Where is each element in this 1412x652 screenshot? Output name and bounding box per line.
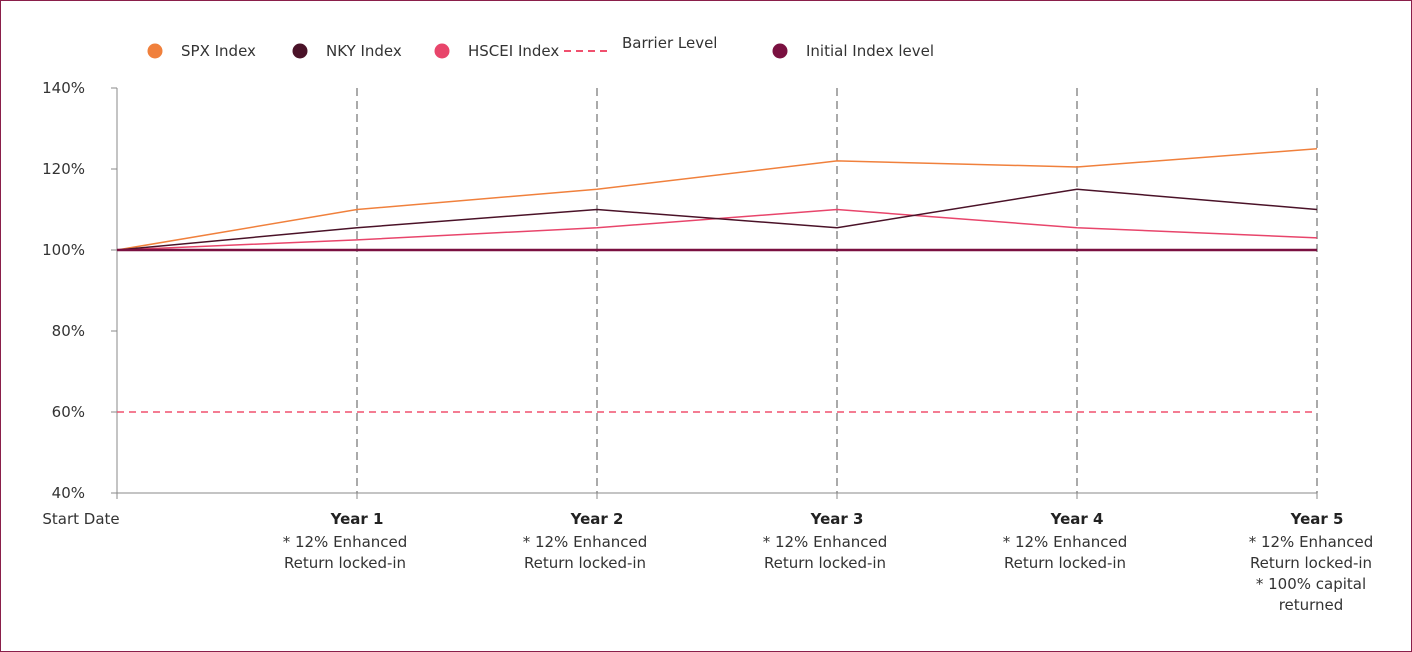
y-tick-label: 80% bbox=[52, 322, 85, 340]
x-tick-label: Year 5 bbox=[1290, 510, 1344, 528]
y-tick-label: 140% bbox=[42, 79, 85, 97]
legend: SPX Index NKY Index HSCEI Index Barrier Lev… bbox=[147, 34, 934, 60]
x-tick-label: Year 1 bbox=[330, 510, 384, 528]
legend-marker-initial-index-level bbox=[772, 43, 788, 59]
x-tick-note: returned bbox=[1279, 596, 1344, 614]
y-tick-label: 100% bbox=[42, 241, 85, 259]
legend-label-hscei-index: HSCEI Index bbox=[468, 42, 559, 60]
y-tick-label: 40% bbox=[52, 484, 85, 502]
legend-marker-nky-index bbox=[292, 43, 308, 59]
x-tick-note: * 100% capital bbox=[1256, 575, 1366, 593]
legend-label-barrier-level: Barrier Level bbox=[622, 34, 717, 52]
series-line-hscei-index bbox=[116, 208, 1318, 251]
legend-label-spx-index: SPX Index bbox=[181, 42, 256, 60]
legend-marker-hscei-index bbox=[434, 43, 450, 59]
x-tick-note: Return locked-in bbox=[524, 554, 646, 572]
legend-marker-spx-index bbox=[147, 43, 163, 59]
x-tick-note: * 12% Enhanced bbox=[523, 533, 648, 551]
x-tick-note: Return locked-in bbox=[1004, 554, 1126, 572]
x-tick-note: Return locked-in bbox=[284, 554, 406, 572]
x-tick-label: Year 2 bbox=[570, 510, 624, 528]
x-tick-note: * 12% Enhanced bbox=[763, 533, 888, 551]
x-tick-note: * 12% Enhanced bbox=[1003, 533, 1128, 551]
x-axis: Start Date Year 1 * 12% Enhanced Return loc… bbox=[42, 492, 1374, 614]
x-tick-note: * 12% Enhanced bbox=[1249, 533, 1374, 551]
x-tick-note: Return locked-in bbox=[764, 554, 886, 572]
legend-label-nky-index: NKY Index bbox=[326, 42, 402, 60]
y-tick-label: 60% bbox=[52, 403, 85, 421]
y-axis: 40% 60% 80% 100% 120% 140% bbox=[42, 79, 118, 502]
series-line-spx-index bbox=[116, 148, 1318, 251]
x-tick-label: Year 4 bbox=[1050, 510, 1104, 528]
x-tick-note: * 12% Enhanced bbox=[283, 533, 408, 551]
x-tick-label: Year 3 bbox=[810, 510, 864, 528]
vertical-gridlines bbox=[356, 88, 1318, 493]
series-layer bbox=[116, 148, 1318, 413]
x-tick-note: Return locked-in bbox=[1250, 554, 1372, 572]
series-line-nky-index bbox=[116, 188, 1318, 251]
y-tick-label: 120% bbox=[42, 160, 85, 178]
legend-label-initial-index-level: Initial Index level bbox=[806, 42, 934, 60]
x-tick-label: Start Date bbox=[42, 510, 119, 528]
